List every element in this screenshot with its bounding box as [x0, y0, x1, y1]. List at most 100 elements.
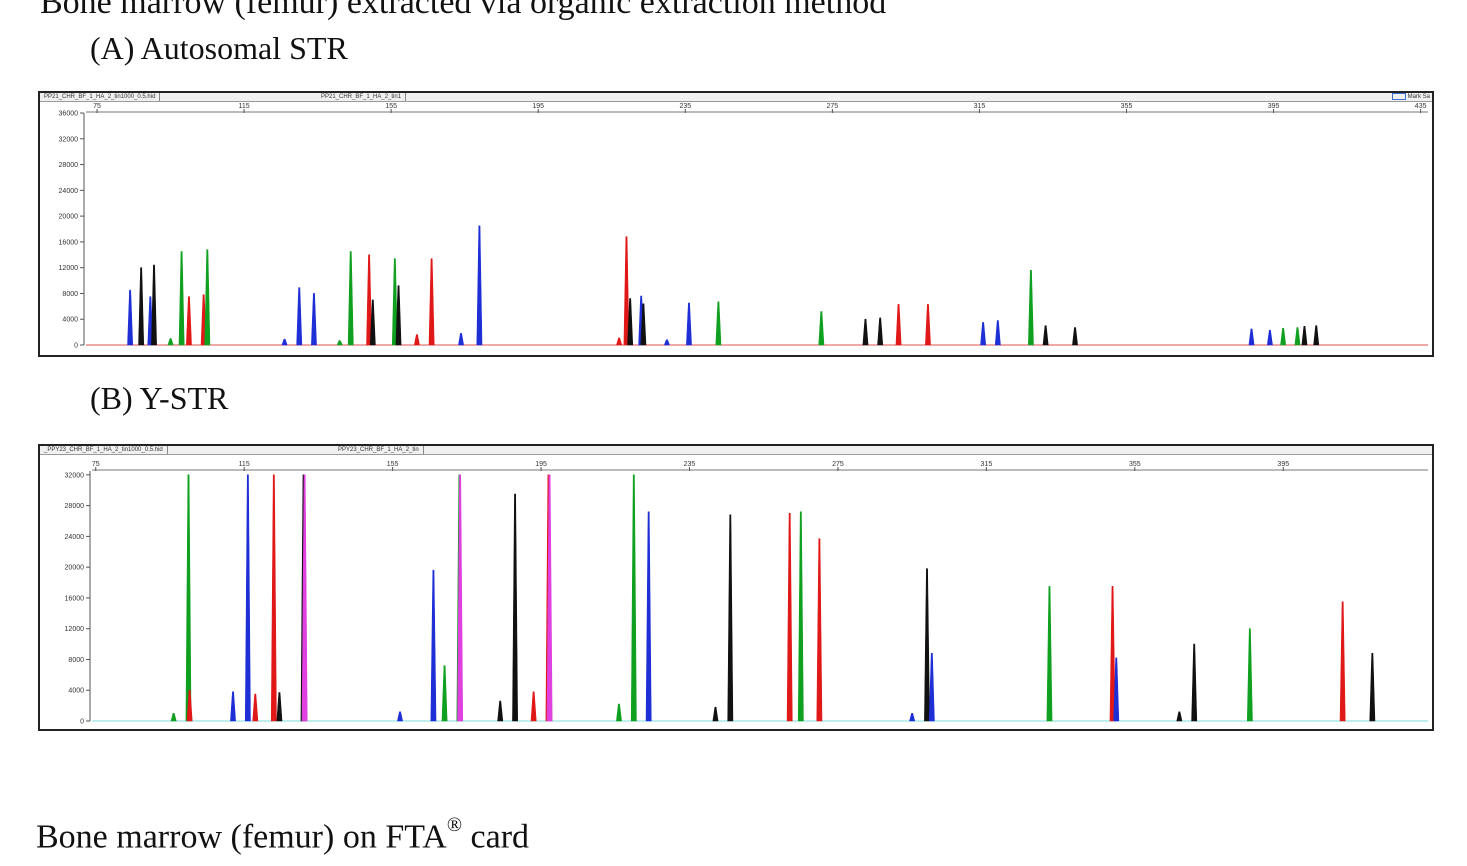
- peak-green: [1028, 269, 1034, 346]
- x-tick-label: 235: [679, 103, 691, 110]
- file-tab[interactable]: PPY23_CHR_BF_1_HA_2_tin: [334, 446, 424, 454]
- peak-black: [1176, 711, 1183, 722]
- peak-green: [347, 251, 354, 346]
- peak-black: [1301, 326, 1308, 346]
- y-str-chart-panel: _PPY23_CHR_BF_1_HA_2_tin1000_0.5.hid PPY…: [38, 444, 1434, 731]
- bottom-heading-suffix: card: [462, 818, 530, 856]
- peak-green: [1046, 586, 1053, 722]
- y-tick-label: 28000: [65, 503, 85, 510]
- y-tick-label: 32000: [65, 472, 85, 479]
- peak-green: [170, 713, 177, 722]
- peak-black: [627, 298, 634, 346]
- peak-red: [186, 689, 193, 722]
- x-tick-label: 435: [1415, 103, 1427, 110]
- peak-green: [1294, 327, 1301, 346]
- y-tick-label: 24000: [59, 188, 79, 195]
- x-tick-label: 235: [684, 461, 696, 468]
- peak-blue: [980, 322, 987, 346]
- y-tick-label: 8000: [62, 291, 78, 298]
- peak-black: [1072, 327, 1078, 346]
- peak-red: [786, 513, 793, 722]
- peak-green: [818, 311, 825, 346]
- peak-blue: [1266, 329, 1273, 346]
- peak-black: [727, 514, 734, 722]
- peak-red: [530, 691, 537, 722]
- peak-red: [1339, 601, 1346, 722]
- peak-green: [336, 340, 343, 346]
- peak-blue: [686, 302, 692, 346]
- peak-blue: [645, 511, 652, 722]
- x-tick-label: 395: [1277, 461, 1289, 468]
- peak-black: [1191, 643, 1198, 722]
- peak-green: [1246, 628, 1253, 722]
- peak-black: [512, 493, 518, 722]
- peak-green: [1280, 327, 1287, 346]
- file-tab[interactable]: _PPY23_CHR_BF_1_HA_2_tin1000_0.5.hid: [40, 446, 168, 454]
- y-tick-label: 12000: [59, 265, 79, 272]
- y-tick-label: 0: [80, 719, 84, 726]
- peak-blue: [909, 713, 916, 722]
- peak-magenta: [546, 474, 553, 722]
- peak-red: [925, 304, 931, 346]
- chart-tab-bar: _PPY23_CHR_BF_1_HA_2_tin1000_0.5.hid PPY…: [40, 446, 1432, 455]
- peak-blue: [994, 320, 1001, 346]
- peak-blue: [476, 225, 483, 346]
- autosomal-str-plot: 75 115 155 195 235 275 315 355 395 435 0 4000 8000 12…: [59, 103, 1428, 350]
- peak-red: [186, 296, 192, 346]
- peak-black: [1313, 325, 1320, 346]
- y-tick-label: 4000: [68, 688, 84, 695]
- y-tick-label: 28000: [59, 162, 79, 169]
- peak-magenta: [301, 474, 308, 722]
- peak-black: [712, 706, 719, 722]
- peak-green: [616, 703, 622, 722]
- peak-blue: [244, 474, 251, 722]
- y-tick-label: 16000: [65, 595, 85, 602]
- peak-green: [204, 249, 211, 346]
- peak-green: [178, 251, 185, 346]
- x-tick-label: 315: [974, 103, 986, 110]
- peak-blue: [1248, 328, 1255, 346]
- bottom-heading-text: Bone marrow (femur) on FTA: [36, 818, 447, 856]
- x-tick-label: 275: [832, 461, 844, 468]
- peak-green: [441, 665, 448, 722]
- y-tick-label: 20000: [59, 214, 79, 221]
- y-tick-label: 12000: [65, 626, 85, 633]
- peak-blue: [127, 289, 134, 346]
- peak-blue: [1113, 657, 1120, 722]
- peak-blue: [430, 569, 437, 722]
- peak-blue: [397, 711, 403, 722]
- x-tick-label: 115: [239, 103, 250, 110]
- peak-green: [797, 511, 804, 722]
- peak-red: [895, 304, 902, 346]
- file-tab[interactable]: PP21_CHR_BF_1_HA_2_tin1000_0.5.hid: [40, 93, 161, 101]
- y-tick-label: 24000: [65, 534, 85, 541]
- peak-black: [877, 317, 884, 346]
- x-tick-label: 315: [981, 461, 993, 468]
- peak-blue: [458, 333, 464, 346]
- top-heading: Bone marrow (femur) extracted via organi…: [40, 0, 887, 21]
- peak-black: [395, 285, 402, 346]
- y-str-plot: 75 115 155 195 235 275 315 355 395 0 4000 8000 12000…: [65, 461, 1428, 726]
- peak-black: [924, 568, 930, 722]
- mark-sample-label: Mark Sa: [1407, 94, 1430, 101]
- y-tick-label: 8000: [68, 657, 84, 664]
- peak-black: [151, 264, 157, 346]
- file-tab[interactable]: PP21_CHR_BF_1_HA_2_tin1: [317, 93, 407, 101]
- peak-black: [276, 692, 283, 722]
- peak-black: [138, 267, 145, 346]
- x-tick-label: 155: [387, 461, 399, 468]
- peak-red: [413, 334, 420, 346]
- peak-blue: [928, 653, 935, 722]
- chart-tab-bar: PP21_CHR_BF_1_HA_2_tin1000_0.5.hid PP21_…: [40, 93, 1432, 102]
- x-tick-label: 355: [1121, 103, 1133, 110]
- x-tick-label: 115: [239, 461, 250, 468]
- x-tick-label: 195: [532, 103, 544, 110]
- mark-sample-toggle[interactable]: Mark Sa: [1391, 93, 1430, 101]
- peak-black: [640, 303, 647, 346]
- y-tick-label: 20000: [65, 565, 85, 572]
- peak-black: [1042, 325, 1049, 346]
- peak-blue: [663, 339, 670, 346]
- peak-red: [252, 693, 259, 722]
- y-tick-label: 0: [74, 343, 78, 350]
- x-tick-label: 275: [827, 103, 839, 110]
